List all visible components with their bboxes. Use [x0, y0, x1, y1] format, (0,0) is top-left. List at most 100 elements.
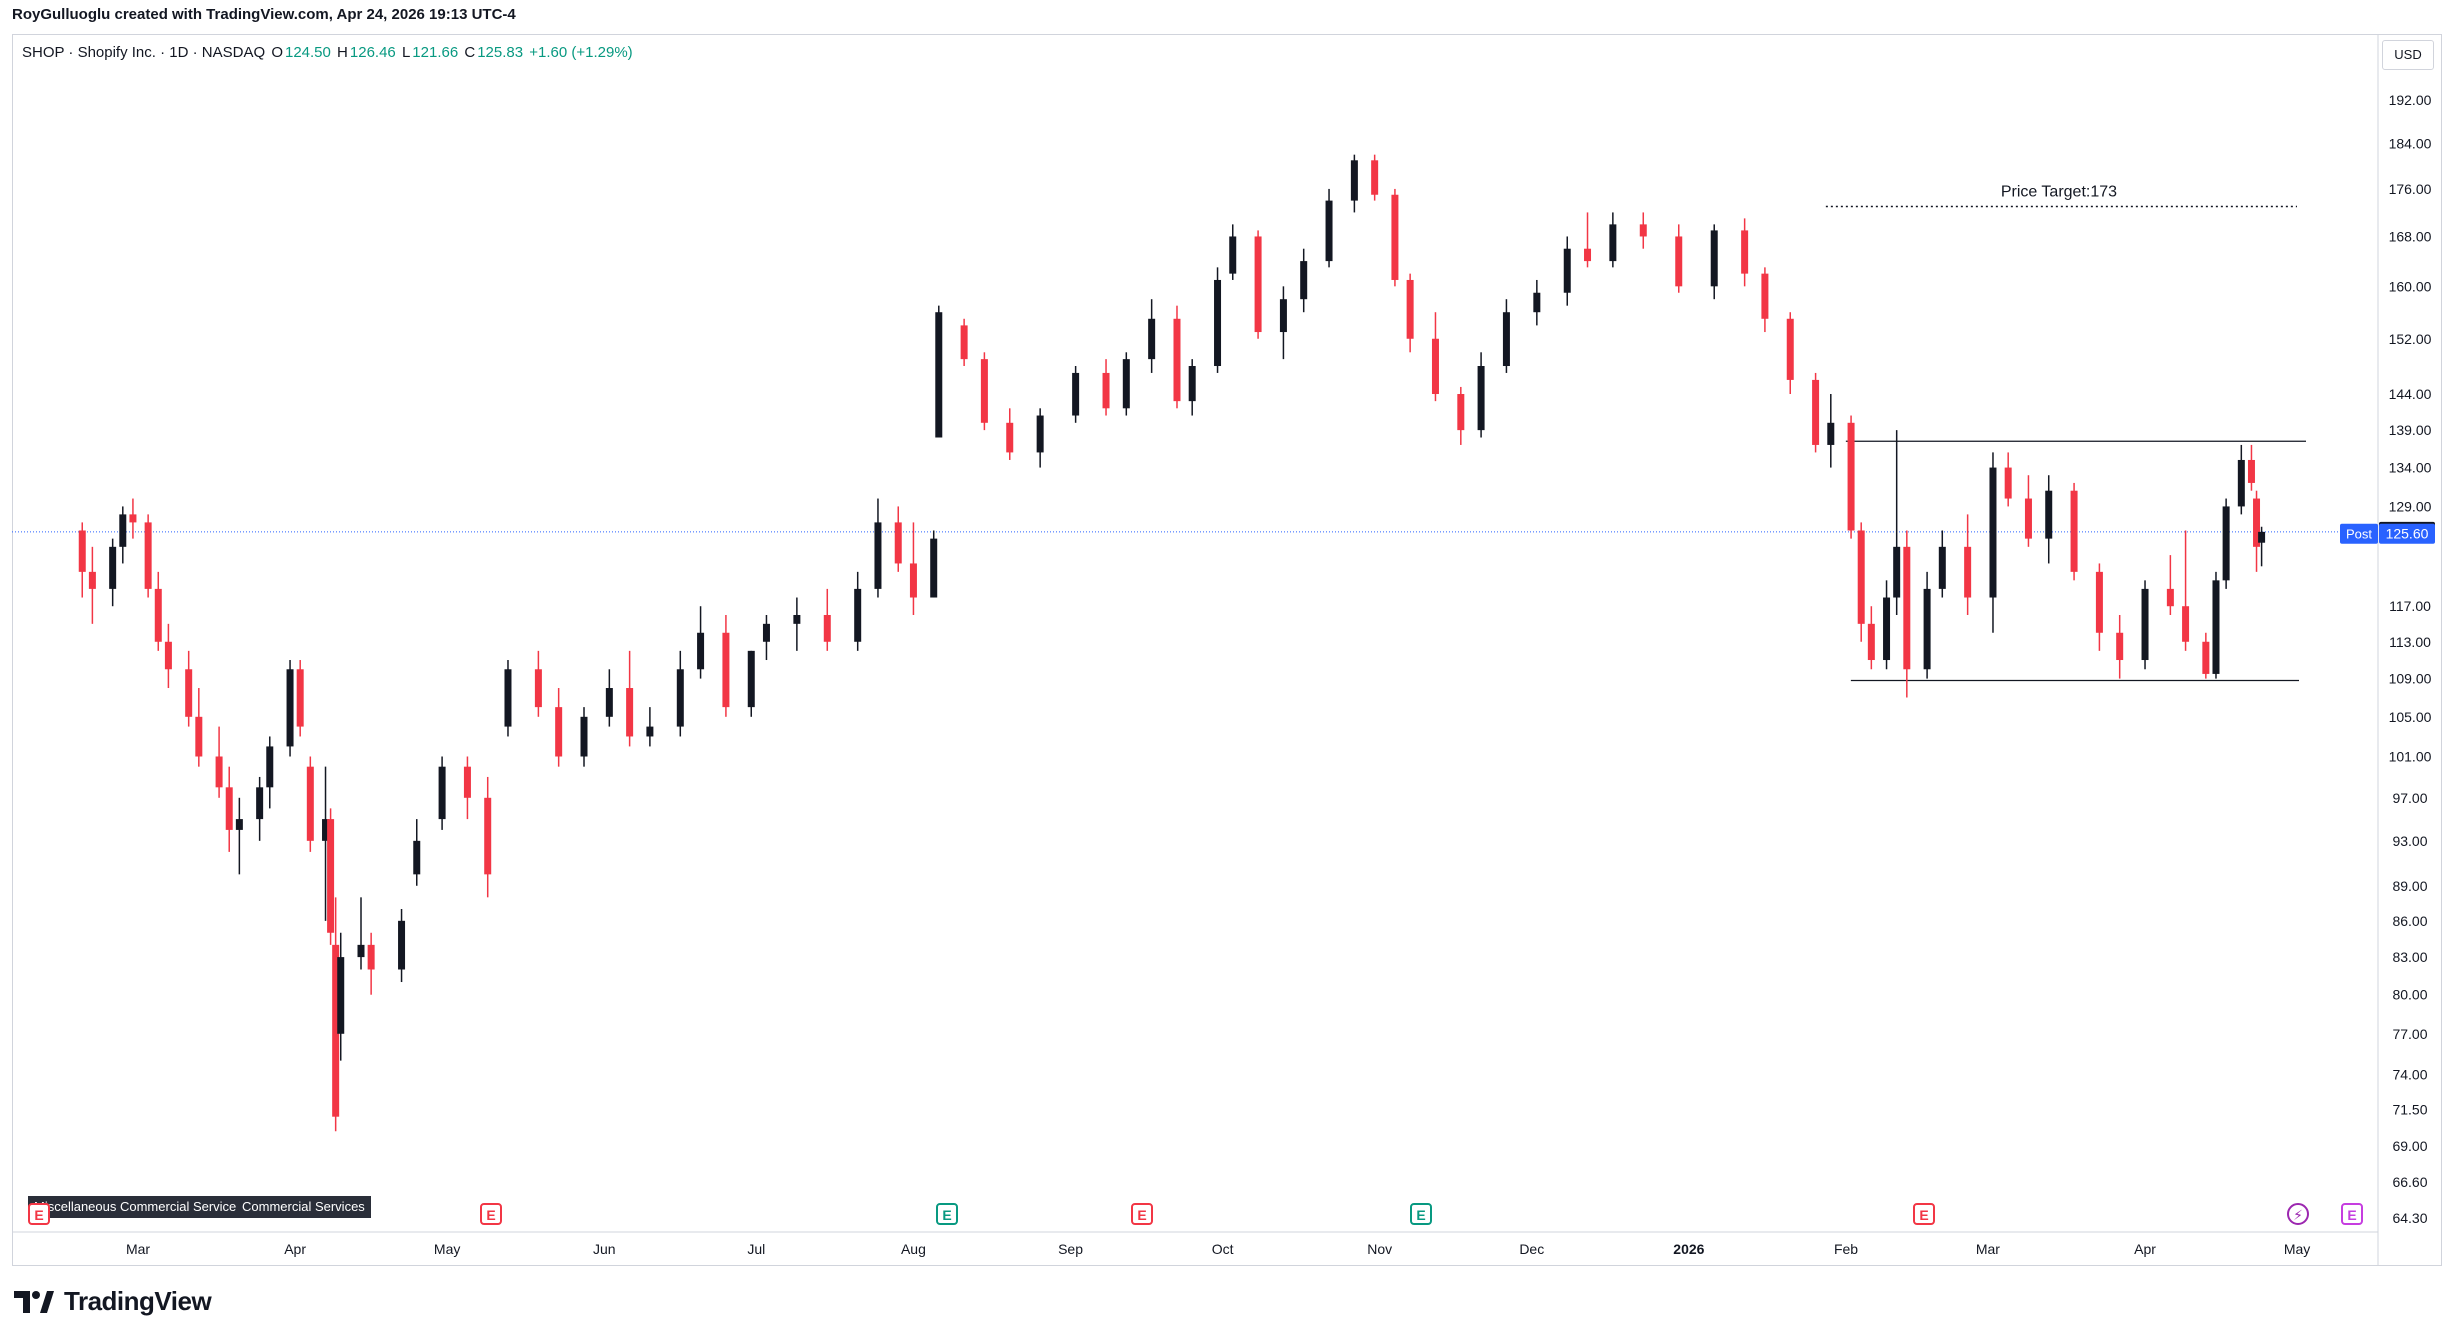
dividend-icon[interactable]: E — [1410, 1203, 1432, 1225]
high-label: H — [337, 44, 348, 61]
candle-body — [2045, 490, 2053, 539]
time-tick-label: Feb — [1834, 1241, 1858, 1257]
candle-body — [1710, 230, 1718, 287]
candle-body — [1406, 279, 1414, 339]
earnings-icon[interactable]: E — [480, 1203, 502, 1225]
candle-body — [1300, 261, 1308, 300]
time-tick-label: Mar — [126, 1241, 150, 1257]
price-tick-label: 192.00 — [2389, 92, 2432, 108]
candle-body — [1188, 366, 1196, 402]
time-tick-label: Dec — [1519, 1241, 1544, 1257]
candle-body — [930, 538, 938, 598]
candle-body — [1502, 312, 1510, 367]
candle-body — [484, 797, 492, 875]
price-tick-label: 184.00 — [2389, 135, 2432, 151]
candle-body — [154, 588, 162, 642]
symbol-legend[interactable]: SHOP · Shopify Inc. · 1D · NASDAQ O 124.5… — [22, 44, 635, 61]
candle-body — [398, 920, 406, 970]
dividend-icon[interactable]: E — [936, 1203, 958, 1225]
candle-body — [2182, 606, 2190, 642]
candle-body — [185, 669, 193, 717]
symbol-name[interactable]: SHOP · Shopify Inc. · 1D · NASDAQ — [22, 44, 266, 61]
candle-body — [2141, 588, 2149, 661]
candle-body — [1350, 160, 1358, 201]
candle-body — [1122, 359, 1130, 409]
price-tick-label: 113.00 — [2389, 634, 2431, 650]
candle-body — [1391, 194, 1399, 280]
candle-body — [256, 787, 264, 820]
candle-body — [1639, 224, 1647, 237]
candle-body — [357, 944, 365, 958]
candle-body — [534, 669, 542, 708]
candle-body — [2004, 467, 2012, 499]
price-tick-label: 80.00 — [2392, 987, 2427, 1003]
industry-tag-1[interactable]: Miscellaneous Commercial Services — [28, 1196, 249, 1218]
candle-body — [78, 530, 86, 572]
candle-body — [1072, 372, 1080, 416]
earnings-icon[interactable]: E — [1913, 1203, 1935, 1225]
candle-body — [1214, 279, 1222, 367]
candle-body — [1989, 467, 1997, 598]
post-price-value: 125.60 — [2386, 526, 2429, 542]
earnings-icon[interactable]: E — [1131, 1203, 1153, 1225]
future-earnings-icon[interactable]: E — [2341, 1203, 2363, 1225]
annotations: Price Target:173 — [12, 183, 2378, 682]
candle-body — [2095, 571, 2103, 633]
price-tick-label: 89.00 — [2392, 878, 2427, 894]
candle-body — [225, 787, 233, 830]
price-tick-label: 152.00 — [2389, 331, 2432, 347]
chart-area[interactable] — [12, 34, 2442, 1266]
price-tick-label: 129.00 — [2389, 498, 2432, 514]
candle-body — [1786, 318, 1794, 380]
candle-body — [1923, 588, 1931, 670]
price-tick-label: 168.00 — [2389, 228, 2432, 244]
close-label: C — [464, 44, 476, 61]
candle-body — [1229, 236, 1237, 274]
candle-body — [1431, 338, 1439, 395]
candle-body — [195, 716, 203, 757]
candle-body — [1477, 366, 1485, 431]
candle-body — [823, 614, 831, 642]
candle-body — [2212, 580, 2220, 674]
candle-body — [580, 716, 588, 757]
candle-body — [337, 957, 345, 1034]
low-label: L — [401, 44, 411, 61]
candle-body — [322, 819, 330, 841]
time-tick-label: May — [2284, 1241, 2310, 1257]
candle-body — [306, 766, 314, 841]
price-tick-label: 109.00 — [2389, 671, 2432, 687]
candle-body — [960, 325, 968, 360]
price-tick-label: 144.00 — [2389, 386, 2432, 402]
candle-body — [2166, 588, 2174, 607]
currency-button[interactable]: USD — [2382, 40, 2434, 70]
time-tick-label: Jun — [593, 1241, 616, 1257]
time-tick-label: 2026 — [1673, 1241, 1704, 1257]
candle-body — [935, 312, 943, 438]
price-tick-label: 97.00 — [2392, 790, 2427, 806]
candle-body — [722, 632, 730, 708]
price-tick-label: 160.00 — [2389, 278, 2432, 294]
low-value: 121.66 — [412, 44, 459, 61]
candle-body — [1325, 200, 1333, 262]
candle-body — [266, 746, 274, 788]
candle-body — [144, 522, 152, 589]
candle-body — [1827, 422, 1835, 445]
candle-body — [1903, 546, 1911, 670]
open-label: O — [271, 44, 283, 61]
candle-body — [1938, 546, 1946, 589]
industry-tag-2[interactable]: Commercial Services — [236, 1196, 371, 1218]
candle-body — [2222, 506, 2230, 581]
candle-body — [646, 726, 654, 737]
tradingview-logo[interactable]: TradingView — [14, 1286, 212, 1317]
time-tick-label: Mar — [1976, 1241, 2000, 1257]
time-tick-label: Apr — [284, 1241, 306, 1257]
candle-body — [697, 632, 705, 670]
price-tick-label: 93.00 — [2392, 833, 2427, 849]
earnings-icon[interactable]: E — [28, 1203, 50, 1225]
candle-body — [1675, 236, 1683, 287]
candle-body — [1847, 422, 1855, 531]
candle-body — [1761, 273, 1769, 319]
bolt-icon[interactable]: ⚡ — [2287, 1203, 2309, 1225]
post-label: Post — [2346, 527, 2372, 542]
price-tick-label: 64.30 — [2392, 1210, 2427, 1226]
